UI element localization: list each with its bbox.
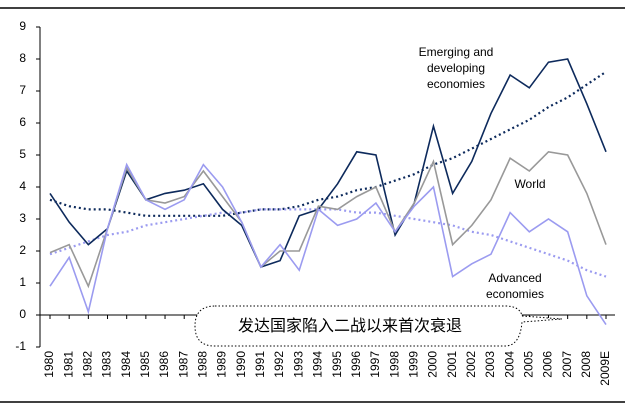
- x-tick-label: 1990: [234, 351, 248, 378]
- x-tick-label: 1991: [253, 351, 267, 378]
- x-tick-label: 1985: [138, 351, 152, 378]
- x-tick-label: 2008: [579, 351, 593, 378]
- series-line: [49, 162, 607, 326]
- y-tick-label: 9: [19, 19, 26, 33]
- x-tick-label: 1997: [368, 351, 382, 378]
- x-tick-label: 1983: [100, 351, 114, 378]
- annotation-callout: [194, 305, 563, 347]
- y-tick-label: 5: [19, 147, 26, 161]
- x-tick-label: 2001: [445, 351, 459, 378]
- y-tick-label: 0: [19, 307, 26, 321]
- x-tick-label: 2006: [541, 351, 555, 378]
- series-line: [49, 58, 607, 268]
- y-tick-label: 6: [19, 115, 26, 129]
- x-tick-label: 2005: [521, 351, 535, 378]
- series-label: World: [514, 177, 546, 191]
- x-tick-label: 2007: [560, 351, 574, 378]
- x-tick-label: 1981: [61, 351, 75, 378]
- annotation: 发达国家陷入二战以来首次衰退: [238, 317, 462, 335]
- x-tick-label: 1980: [42, 351, 56, 378]
- trend-line: [49, 70, 607, 217]
- x-tick-label: 1982: [81, 351, 95, 378]
- y-tick-label: 1: [19, 275, 26, 289]
- x-tick-label: 1987: [176, 351, 190, 378]
- y-tick-label: 8: [19, 51, 26, 65]
- x-tick-label: 1995: [330, 351, 344, 378]
- y-tick-label: 2: [19, 243, 26, 257]
- x-tick-label: 2003: [483, 351, 497, 378]
- x-tick-label: 1999: [406, 351, 420, 378]
- x-tick-label: 1996: [349, 351, 363, 378]
- x-tick-label: 2002: [464, 351, 478, 378]
- x-tick-label: 1989: [215, 351, 229, 378]
- x-tick-label: 1998: [387, 351, 401, 378]
- x-tick-label: 1984: [119, 351, 133, 378]
- series-line: [49, 150, 607, 289]
- x-tick-label: 1992: [272, 351, 286, 378]
- x-tick-label: 1988: [196, 351, 210, 378]
- y-tick-label: 4: [19, 179, 26, 193]
- y-tick-label: 7: [19, 83, 26, 97]
- y-tick-label: 3: [19, 211, 26, 225]
- x-tick-label: 2004: [502, 351, 516, 378]
- x-tick-label: 2009E: [598, 351, 612, 386]
- series-label: Advanced economies: [485, 271, 545, 301]
- x-tick-label: 2000: [426, 351, 440, 378]
- x-tick-label: 1986: [157, 351, 171, 378]
- y-tick-label: -1: [15, 339, 26, 353]
- x-tick-label: 1994: [311, 351, 325, 378]
- trend-line: [49, 208, 607, 278]
- x-tick-label: 1993: [291, 351, 305, 378]
- series-label: Emerging and developing economies: [418, 45, 494, 91]
